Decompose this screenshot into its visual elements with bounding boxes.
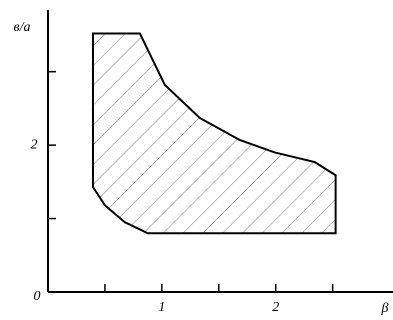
region xyxy=(91,32,337,235)
origin-label: 0 xyxy=(34,289,41,304)
x-tick-label: 1 xyxy=(158,300,165,315)
y-axis-label: в/а xyxy=(14,20,31,35)
x-axis-label: β xyxy=(381,301,389,316)
y-tick-label: 2 xyxy=(31,137,38,152)
x-tick-label: 2 xyxy=(272,300,279,315)
